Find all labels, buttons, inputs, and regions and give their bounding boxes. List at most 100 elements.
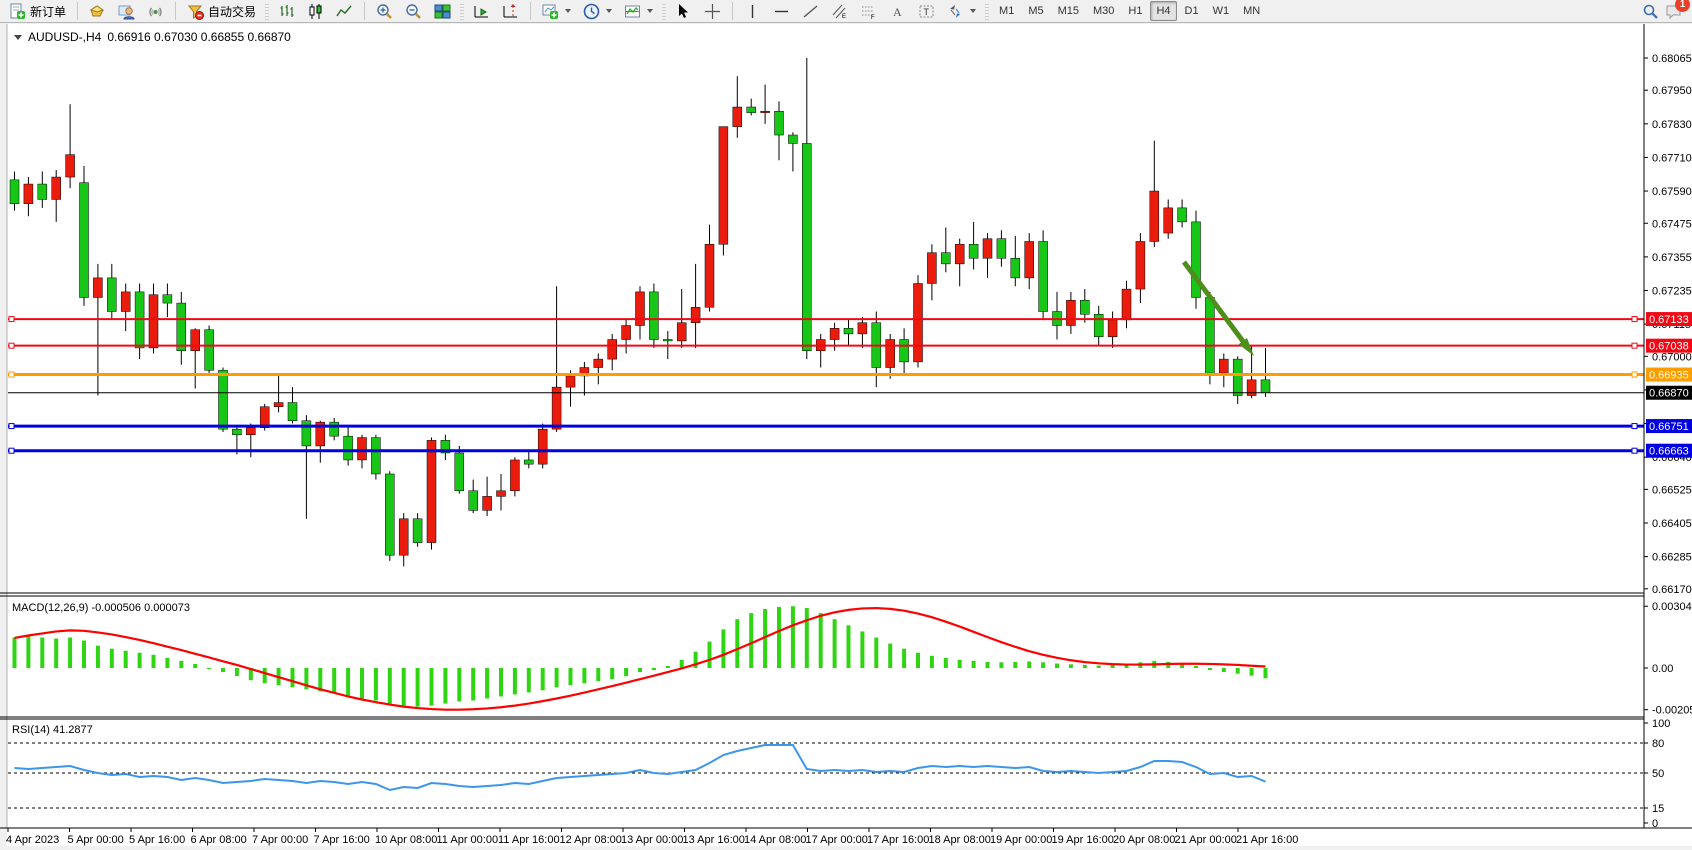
price-axis-label: 0.67590: [1652, 186, 1692, 198]
strategy-tester-button[interactable]: [113, 1, 140, 21]
time-axis-label: 17 Apr 16:00: [867, 834, 929, 846]
person-chart-icon: [118, 3, 135, 20]
macd-histogram-bar: [888, 643, 893, 668]
bar-chart-button[interactable]: [273, 1, 300, 21]
price-badge: [1646, 338, 1692, 353]
tf-h4-button[interactable]: H4: [1150, 1, 1177, 21]
cursor-button[interactable]: [670, 1, 697, 21]
candle-body: [273, 402, 284, 407]
indicators-menu-button[interactable]: [619, 1, 658, 21]
tf-w1-button[interactable]: W1: [1212, 5, 1230, 17]
time-axis-label: 7 Apr 00:00: [252, 834, 308, 846]
chart-title: AUDUSD-,H4 0.66916 0.67030 0.66855 0.668…: [14, 30, 291, 44]
macd-histogram-bar: [665, 665, 670, 668]
new-chart-button[interactable]: [537, 1, 576, 21]
zoom-out-button[interactable]: [400, 1, 427, 21]
time-axis-label: 21 Apr 00:00: [1175, 834, 1237, 846]
macd-histogram-bar: [262, 668, 267, 684]
tf-d1-button[interactable]: D1: [1184, 5, 1199, 17]
macd-histogram-bar: [693, 651, 698, 668]
chart-canvas[interactable]: 0.68065 0.67950 0.67830 0.67710 0.67590 0.674…: [0, 24, 1692, 850]
candle-body: [746, 106, 756, 113]
crosshair-icon: [704, 3, 721, 20]
rsi-axis-label: 50: [1652, 768, 1664, 780]
horizontal-line-button[interactable]: [768, 1, 795, 21]
market-watch-button[interactable]: [84, 1, 111, 21]
toolbar-grip: [662, 2, 667, 20]
macd-histogram-bar: [1263, 668, 1268, 679]
text-label-button[interactable]: T: [913, 1, 940, 21]
macd-histogram-bar: [457, 668, 462, 702]
chart-ohlc-values: 0.66916 0.67030 0.66855 0.66870: [107, 30, 291, 44]
candle-body: [649, 291, 659, 340]
tf-h1-button[interactable]: H1: [1128, 5, 1143, 17]
crosshair-button[interactable]: [699, 1, 726, 21]
bottom-strip: [0, 846, 1692, 850]
line-chart-button[interactable]: [331, 1, 358, 21]
price-axis-label: 0.67710: [1652, 152, 1692, 164]
macd-histogram-bar: [1249, 668, 1254, 676]
candle-body: [843, 328, 854, 335]
zoom-in-icon: [376, 3, 393, 20]
signals-button[interactable]: [142, 1, 169, 21]
dropdown-caret-icon: [606, 9, 613, 13]
candlestick-icon: [307, 3, 324, 20]
notifications-icon[interactable]: 1: [1665, 0, 1690, 20]
macd-histogram-bar: [207, 668, 212, 669]
macd-histogram-bar: [234, 668, 239, 677]
macd-histogram-bar: [290, 668, 295, 688]
candle-body: [788, 134, 798, 144]
time-axis-label: 14 Apr 08:00: [744, 834, 806, 846]
auto-trading-button[interactable]: 自动交易: [182, 1, 261, 21]
tile-windows-button[interactable]: [429, 1, 456, 21]
timeframes-menu-button[interactable]: [578, 1, 617, 21]
trendline-button[interactable]: [797, 1, 824, 21]
candle-body: [621, 325, 631, 340]
candle-body: [190, 329, 200, 351]
svg-text:A: A: [893, 5, 902, 19]
macd-histogram-bar: [568, 668, 573, 686]
tf-m1-button[interactable]: M1: [999, 5, 1015, 17]
price-badge-label: 0.67038: [1649, 341, 1689, 353]
arrows-button[interactable]: [942, 1, 981, 21]
macd-histogram-bar: [151, 654, 156, 668]
chart-shift-button[interactable]: [497, 1, 524, 21]
candle-body: [1093, 314, 1104, 337]
macd-histogram-bar: [526, 668, 531, 693]
price-axis-label: 0.66170: [1652, 584, 1692, 596]
time-axis-label: 12 Apr 08:00: [560, 834, 622, 846]
candle-body: [79, 182, 89, 298]
candle-body: [329, 421, 339, 437]
candle-body: [315, 421, 326, 447]
line-anchor-handle: [1631, 447, 1638, 454]
chart-background: [0, 24, 1692, 850]
candlestick-chart-button[interactable]: [302, 1, 329, 21]
tf-m30-button[interactable]: M30: [1093, 5, 1115, 17]
tf-mn-button[interactable]: MN: [1243, 5, 1261, 17]
notification-badge: 1: [1675, 0, 1690, 12]
auto-scroll-button[interactable]: [468, 1, 495, 21]
candle-body: [9, 179, 20, 204]
svg-text:F: F: [871, 15, 875, 20]
macd-histogram-bar: [554, 668, 559, 688]
macd-histogram-bar: [846, 625, 851, 668]
fibonacci-button[interactable]: F: [855, 1, 882, 21]
zoom-in-button[interactable]: [371, 1, 398, 21]
candle-body: [357, 437, 367, 461]
macd-histogram-bar: [1096, 665, 1101, 668]
macd-histogram-bar: [763, 609, 768, 668]
search-icon[interactable]: [1642, 3, 1659, 20]
macd-histogram-bar: [540, 668, 545, 691]
candle-body: [482, 496, 492, 511]
macd-histogram-bar: [123, 650, 128, 668]
vertical-line-button[interactable]: [739, 1, 766, 21]
text-button[interactable]: A: [884, 1, 911, 21]
macd-histogram-bar: [1041, 662, 1046, 668]
new-order-button[interactable]: 新订单: [4, 1, 71, 21]
tf-m5-button[interactable]: M5: [1028, 5, 1044, 17]
chart-menu-caret-icon[interactable]: [14, 34, 22, 40]
candle-body: [676, 322, 687, 342]
tf-m15-button[interactable]: M15: [1057, 5, 1079, 17]
tile-windows-icon: [434, 3, 451, 20]
equidistant-channel-button[interactable]: E: [826, 1, 853, 21]
